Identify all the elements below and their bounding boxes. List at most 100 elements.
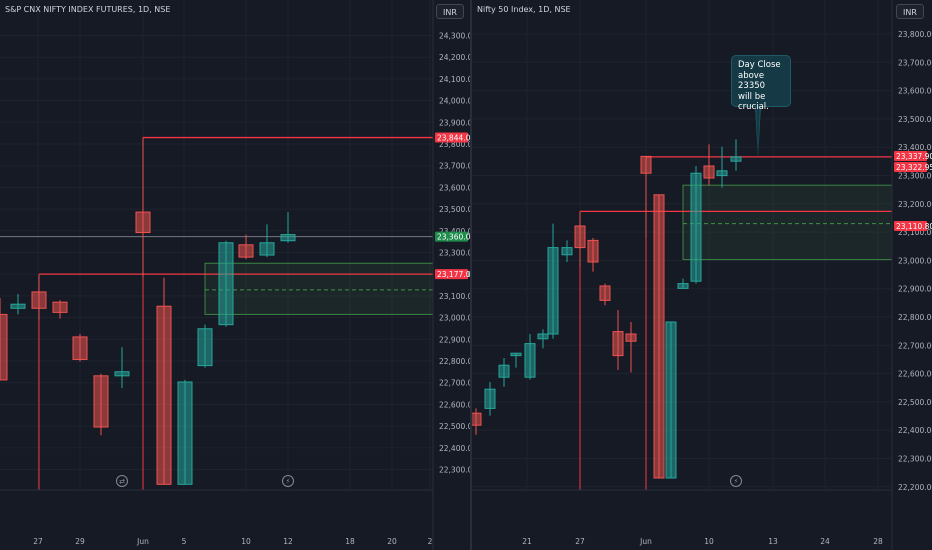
- price-label-badge: [435, 269, 468, 280]
- price-tick-label: 23,800.00: [898, 30, 932, 39]
- chart-title: S&P CNX NIFTY INDEX FUTURES, 1D, NSE: [5, 5, 171, 14]
- candle-body: [690, 172, 702, 282]
- price-tick-label: 24,100.00: [439, 75, 470, 84]
- candle-body: [0, 313, 8, 381]
- price-label-badge: [894, 151, 927, 161]
- time-tick-label: 18: [345, 537, 355, 546]
- candle-body: [10, 303, 26, 309]
- candle-body: [587, 239, 599, 263]
- demand-zone: [682, 184, 893, 261]
- price-label-badge: [894, 221, 927, 231]
- pane-divider[interactable]: [470, 0, 472, 550]
- time-tick-label: 13: [768, 537, 778, 546]
- candle-body: [93, 375, 109, 428]
- price-tick-label: 23,500.00: [898, 115, 932, 124]
- chart-title: Nifty 50 Index, 1D, NSE: [477, 5, 571, 14]
- demand-zone: [204, 262, 434, 315]
- price-tick-label: 22,900.00: [439, 335, 470, 344]
- candle-body: [72, 336, 88, 360]
- candle-body: [280, 234, 296, 242]
- price-tick-label: 23,800.00: [439, 140, 470, 149]
- chart-pane-left[interactable]: 24,300.00 24,200.00 24,100.00 24,000.00 23,9…: [0, 0, 470, 550]
- currency-button[interactable]: INR: [896, 4, 924, 19]
- price-tick-label: 23,600.00: [439, 183, 470, 192]
- callout-line: above 23350: [738, 70, 766, 92]
- price-tick-label: 23,100.00: [439, 292, 470, 301]
- time-tick-label: 24: [820, 537, 830, 546]
- price-tick-label: 22,700.00: [898, 341, 932, 350]
- candle-body: [599, 285, 611, 301]
- price-tick-label: 23,300.00: [898, 172, 932, 181]
- candle-body: [114, 371, 130, 377]
- price-tick-label: 22,200.00: [898, 483, 932, 492]
- candle-body: [472, 412, 482, 426]
- price-label-text: 23,337.90: [896, 152, 932, 161]
- price-tick-label: 23,000.00: [439, 314, 470, 323]
- candle-body: [730, 156, 742, 162]
- candle-body: [547, 247, 559, 335]
- candle-body: [238, 244, 254, 258]
- candlestick-chart-left[interactable]: 24,300.00 24,200.00 24,100.00 24,000.00 23,9…: [0, 0, 470, 550]
- callout-line: crucial.: [738, 102, 769, 112]
- price-tick-label: 23,700.00: [898, 58, 932, 67]
- time-tick-label: 28: [873, 537, 883, 546]
- price-tick-label: 22,300.00: [439, 466, 470, 475]
- candlestick-chart-right[interactable]: 23,800.00 23,700.00 23,600.00 23,500.00 23,4…: [472, 0, 932, 550]
- price-tick-label: 23,100.00: [898, 228, 932, 237]
- candle-body: [625, 333, 637, 342]
- callout-line: will be: [738, 91, 766, 102]
- chart-pane-right[interactable]: 23,800.00 23,700.00 23,600.00 23,500.00 23,4…: [472, 0, 932, 550]
- price-tick-label: 22,800.00: [898, 313, 932, 322]
- candle-body: [484, 388, 496, 409]
- candle-body: [524, 343, 536, 378]
- time-tick-label: 27: [575, 537, 585, 546]
- candle-body: [677, 283, 689, 289]
- candle-body: [716, 170, 728, 177]
- time-tick-label: 20: [387, 537, 397, 546]
- price-tick-label: 23,000.00: [898, 256, 932, 265]
- candle-body: [653, 194, 665, 479]
- candle-body: [510, 352, 522, 357]
- price-tick-label: 23,900.00: [439, 118, 470, 127]
- price-tick-label: 22,500.00: [439, 422, 470, 431]
- lightning-icon: [730, 475, 742, 487]
- currency-button[interactable]: INR: [436, 4, 464, 19]
- time-tick-label: 27: [33, 537, 43, 546]
- time-tick-label: 2: [428, 537, 433, 546]
- candle-body: [703, 165, 715, 179]
- candle-body: [665, 321, 677, 479]
- price-tick-label: 22,600.00: [439, 400, 470, 409]
- time-tick-label: Jun: [639, 537, 652, 546]
- candle-body: [197, 328, 213, 367]
- time-tick-label: 21: [522, 537, 532, 546]
- candle-body: [156, 305, 172, 485]
- lightning-icon: [282, 475, 294, 487]
- price-tick-label: 24,300.00: [439, 32, 470, 41]
- time-tick-label: 10: [241, 537, 251, 546]
- price-label-text: 23,177.00: [437, 270, 470, 279]
- time-tick-label: 10: [704, 537, 714, 546]
- time-tick-label: 29: [75, 537, 85, 546]
- price-tick-label: 22,600.00: [898, 370, 932, 379]
- price-tick-label: 23,400.00: [439, 227, 470, 236]
- price-tick-label: 22,700.00: [439, 379, 470, 388]
- callout-note[interactable]: Day Close above 23350 will be crucial.: [731, 55, 791, 112]
- callout-line: Day Close: [738, 60, 781, 70]
- price-tick-label: 22,500.00: [898, 398, 932, 407]
- price-tick-label: 22,400.00: [898, 426, 932, 435]
- lightning-icon-glyph: ⚡: [734, 478, 739, 486]
- candle-body: [31, 291, 47, 309]
- candle-body: [259, 242, 275, 256]
- price-label-badge: [894, 162, 927, 172]
- price-label-text: 23,110.80: [896, 222, 932, 231]
- price-label-text: 23,844.00: [437, 134, 470, 143]
- candle-body: [498, 364, 510, 378]
- price-label-badge: [435, 132, 468, 143]
- price-tick-label: 23,700.00: [439, 162, 470, 171]
- price-tick-label: 22,800.00: [439, 357, 470, 366]
- price-tick-label: 23,300.00: [439, 249, 470, 258]
- price-tick-label: 22,400.00: [439, 444, 470, 453]
- candle-body: [177, 381, 193, 485]
- time-tick-label: Jun: [136, 537, 149, 546]
- price-tick-label: 23,600.00: [898, 87, 932, 96]
